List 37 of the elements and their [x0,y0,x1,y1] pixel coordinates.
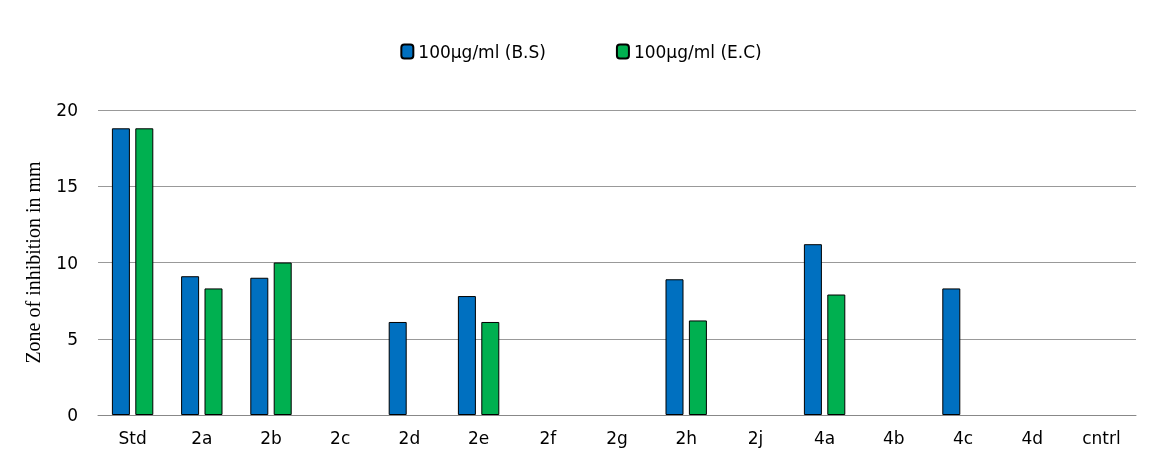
bar [942,288,961,415]
x-tick-label: 2e [467,427,490,448]
bar [273,262,292,415]
bar [388,321,407,415]
bar [181,276,200,415]
x-tick-label: 2b [260,427,282,448]
bar [111,128,130,415]
bar [827,294,846,415]
bar [665,279,684,415]
x-tick-label: 2j [747,427,764,448]
bar [803,244,822,415]
bar [481,321,500,415]
x-tick-label: cntrl [1082,427,1121,448]
legend-label: 100µg/ml (E.C) [633,41,762,62]
y-tick-label: 10 [56,252,78,273]
y-tick-label: 20 [56,100,78,120]
x-tick-label: 2a [191,427,213,448]
bar [250,277,269,415]
x-tick-label: 2g [606,427,628,448]
x-tick-label: 4b [883,427,905,448]
x-tick-label: 2c [330,427,351,448]
bar [204,288,223,415]
bar [457,296,476,415]
x-tick-label: 2d [398,427,421,448]
bar [688,320,707,415]
y-tick-label: 0 [67,405,78,425]
x-tick-label: 2f [539,427,558,448]
y-axis-title: Zone of inhibition in mm [22,160,44,364]
bar [135,128,154,415]
x-tick-label: 4a [813,427,836,448]
x-tick-label: 4c [952,427,974,448]
y-tick-label: 5 [67,328,78,349]
x-tick-label: 4d [1021,427,1043,448]
legend-label: 100µg/ml (B.S) [418,41,546,62]
x-tick-label: Std [118,427,147,448]
x-tick-label: 2h [675,427,697,448]
y-tick-label: 15 [56,176,78,197]
